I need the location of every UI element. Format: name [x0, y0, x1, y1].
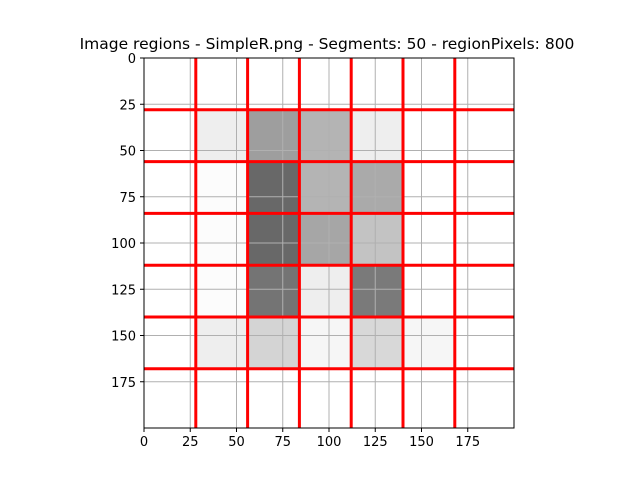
plot-area: 0 25 50 75 100 125 150 175 0 25 50 75 100 125 150 175	[111, 52, 515, 450]
y-tick-label: 75	[119, 191, 136, 206]
x-tick-label: 150	[409, 435, 434, 450]
image-cell	[351, 265, 403, 317]
image-cell	[195, 265, 248, 317]
x-tick-label: 100	[317, 435, 342, 450]
image-cell	[351, 317, 403, 369]
image-cell	[299, 265, 352, 317]
image-cell	[299, 109, 352, 162]
y-tick-label: 25	[119, 98, 136, 113]
image-cell	[195, 161, 248, 214]
image-cell	[247, 161, 300, 214]
x-tick-label: 125	[363, 435, 388, 450]
image-cell	[299, 161, 352, 214]
x-tick-label: 0	[140, 435, 148, 450]
image-cell	[195, 109, 248, 162]
x-tick-label: 175	[455, 435, 480, 450]
y-tick-label: 150	[111, 330, 136, 345]
image-cell	[195, 317, 248, 369]
y-tick-label: 100	[111, 237, 136, 252]
image-cell	[403, 317, 455, 369]
x-tick-label: 25	[182, 435, 199, 450]
image-cell	[299, 213, 352, 266]
image-cell	[195, 213, 248, 266]
image-cell	[247, 317, 300, 369]
image-cell	[351, 213, 403, 266]
image-cell	[247, 213, 300, 266]
image-cell	[351, 109, 403, 162]
x-tick-label: 50	[228, 435, 245, 450]
image-cell	[351, 161, 403, 214]
y-tick-label: 125	[111, 283, 136, 298]
y-tick-label: 50	[119, 145, 136, 160]
image-cell	[247, 265, 300, 317]
y-tick-label: 0	[128, 52, 136, 67]
image-cell	[299, 317, 352, 369]
x-tick-label: 75	[274, 435, 291, 450]
y-tick-label: 175	[111, 376, 136, 391]
chart-title: Image regions - SimpleR.png - Segments: …	[80, 35, 575, 53]
image-cell	[247, 109, 300, 162]
